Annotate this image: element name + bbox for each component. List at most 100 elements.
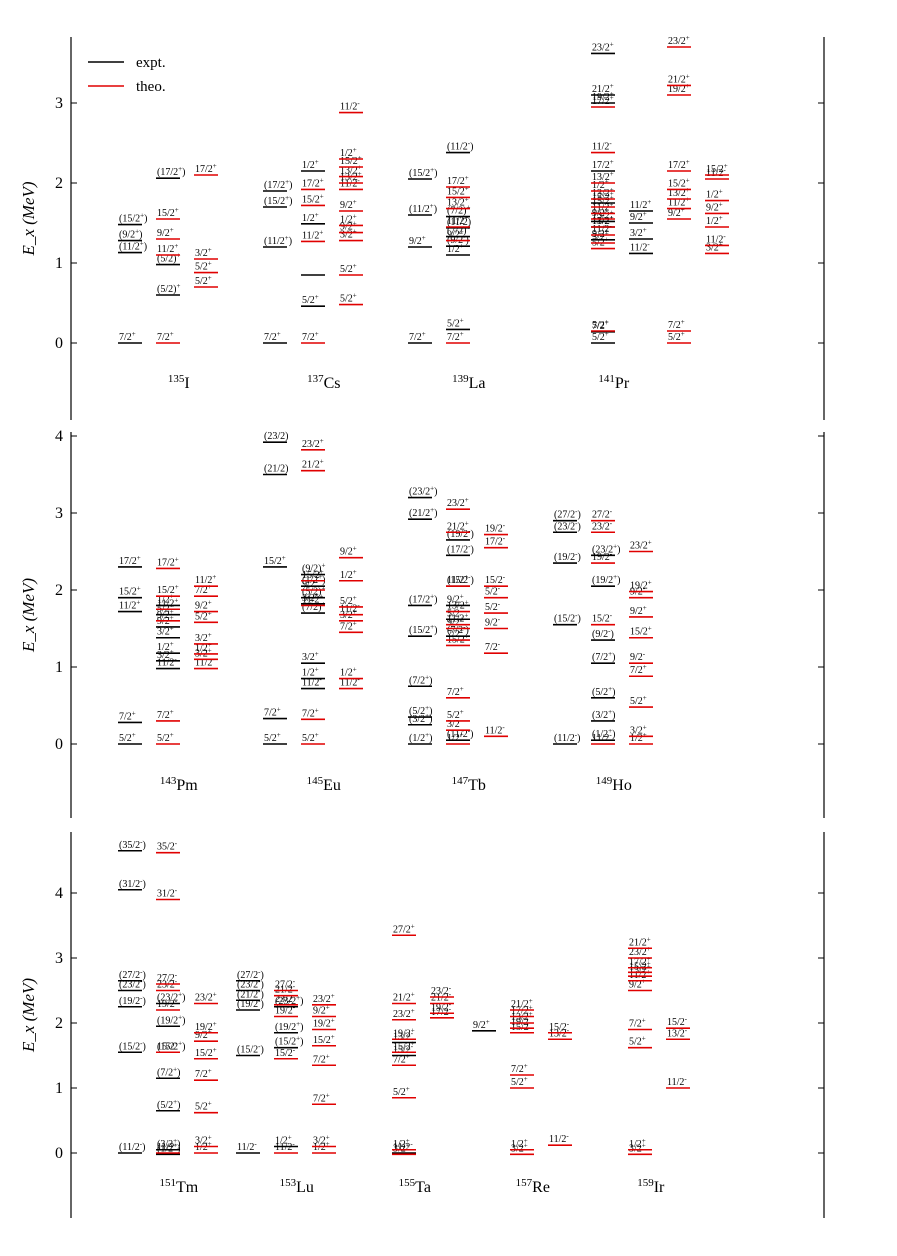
level-spin-label: 17/2+ — [195, 162, 217, 175]
level-spin-label: 1/2+ — [195, 641, 212, 654]
level-spin-label: 5/2+ — [630, 694, 647, 707]
level-spin-label: 15/2+ — [393, 1039, 415, 1052]
level-spin-label: 7/2- — [485, 640, 501, 653]
level-spin-label: 9/2+ — [473, 1018, 490, 1031]
level-spin-label: 1/2+ — [393, 1137, 410, 1150]
level-spin-label: 21/2- — [431, 991, 452, 1004]
level-spin-label: 11/2+ — [302, 228, 323, 241]
level-spin-label: 7/2+ — [157, 330, 174, 343]
nucleus-label: 143Pm — [160, 775, 198, 794]
level-spin-label: (27/2-) — [119, 968, 146, 981]
level-spin-label: 1/2+ — [340, 568, 357, 581]
level-spin-label: 19/2- — [485, 522, 506, 535]
level-spin-label: 5/2- — [485, 585, 501, 598]
level-spin-label: 21/2+ — [629, 935, 651, 948]
level-spin-label: 11/2+ — [447, 612, 468, 625]
level-spin-label: 9/2+ — [706, 200, 723, 213]
level-spin-label: 5/2+ — [447, 708, 464, 721]
nucleus-label: 135I — [168, 373, 190, 392]
level-spin-label: 11/2+ — [592, 200, 613, 213]
level-spin-label: 7/2+ — [119, 330, 136, 343]
level-spin-label: 7/2+ — [119, 709, 136, 722]
level-spin-label: 5/2+ — [264, 731, 281, 744]
level-spin-label: 7/2+ — [409, 330, 426, 343]
level-spin-label: 19/2+ — [630, 579, 652, 592]
y-tick-label: 1 — [55, 1080, 63, 1097]
level-spin-label: 13/2+ — [447, 599, 469, 612]
level-spin-label: 7/2+ — [157, 708, 174, 721]
level-spin-label: 23/2+ — [302, 437, 324, 450]
level-spin-label: 11/2- — [592, 222, 612, 235]
level-spin-label: 21/2+ — [302, 458, 324, 471]
level-spin-label: (11/2-) — [119, 1140, 145, 1153]
level-spin-label: 5/2+ — [511, 1075, 528, 1088]
level-spin-label: (1/2+) — [592, 727, 615, 740]
nucleus-label: 159Ir — [637, 1177, 665, 1196]
level-spin-label: 23/2- — [157, 978, 178, 991]
level-spin-label: 11/2+ — [302, 592, 323, 605]
nucleus-label: 151Tm — [159, 1177, 198, 1196]
level-spin-label: (5/2)+ — [157, 282, 180, 295]
level-spin-label: 11/2- — [275, 1140, 295, 1153]
level-spin-label: 5/2- — [485, 600, 501, 613]
level-spin-label: (15/2+) — [157, 1039, 185, 1052]
level-spin-label: (19/2+) — [157, 1013, 185, 1026]
level-spin-label: (1/2+) — [409, 731, 432, 744]
level-spin-label: 15/2- — [549, 1020, 570, 1033]
level-spin-label: 15/2- — [393, 1043, 414, 1056]
level-spin-label: (23/2+) — [592, 542, 620, 555]
level-spin-label: (11/2) — [447, 217, 471, 228]
level-spin-label: (27/2-) — [237, 968, 264, 981]
level-spin-label: 9/2+ — [409, 234, 426, 247]
level-spin-label: (19/2-) — [119, 994, 146, 1007]
level-spin-label: 11/2+ — [119, 599, 140, 612]
level-spin-label: 11/2+ — [157, 596, 178, 609]
level-spin-label: 1/2+ — [447, 731, 464, 744]
level-spin-label: (17/2+) — [409, 592, 437, 605]
level-spin-label: 15/2+ — [157, 206, 179, 219]
level-spin-label: 13/2- — [667, 1026, 688, 1039]
level-spin-label: 5/2+ — [447, 316, 464, 329]
nucleus-141Pr: 5/2+7/2+9/2+11/2+13/2+15/2+17/2+19/2+21/… — [591, 34, 729, 392]
y-axis-title: E_x (MeV) — [19, 578, 38, 653]
level-spin-label: 13/2+ — [592, 208, 614, 221]
level-spin-label: 1/2+ — [630, 731, 647, 744]
level-spin-label: 11/2- — [592, 140, 612, 153]
level-spin-label: 1/2+ — [302, 211, 319, 224]
level-spin-label: 19/2- — [592, 550, 613, 563]
level-spin-label: (15/2-) — [237, 1043, 264, 1056]
level-spin-label: 7/2+ — [668, 318, 685, 331]
level-spin-label: 5/2 — [447, 608, 460, 619]
y-tick-label: 2 — [55, 175, 63, 192]
y-tick-label: 4 — [55, 428, 63, 445]
level-spin-label: 7/2+ — [195, 1067, 212, 1080]
level-spin-label: (19/2-) — [447, 527, 474, 540]
level-spin-label: 3/2+ — [157, 625, 174, 638]
level-spin-label: 3/2+ — [630, 226, 647, 239]
level-spin-label: (5/2)+ — [302, 585, 325, 598]
y-tick-label: 0 — [55, 736, 63, 753]
nucleus-145Eu: 5/2+7/2+15/2+(21/2)(23/2)11/2-1/2+3/2+(7… — [263, 431, 363, 794]
level-spin-label: 5/2+ — [592, 318, 609, 331]
level-spin-label: 13/2+ — [592, 214, 614, 227]
level-spin-label: (5/2+) — [157, 1098, 180, 1111]
level-spin-label: 1/2+ — [706, 188, 723, 201]
level-spin-label: 5/2+ — [668, 330, 685, 343]
level-spin-label: 11/2- — [157, 656, 177, 669]
level-spin-label: 7/2+ — [313, 1052, 330, 1065]
level-spin-label: 1/2+ — [340, 146, 357, 159]
level-spin-label: 9/2+ — [630, 210, 647, 223]
nucleus-159Ir: 3/2+1/2+5/2+7/2+9/2+11/2+13/2+15/2+17/2+… — [628, 935, 690, 1196]
level-spin-label: 27/2+ — [393, 922, 415, 935]
level-spin-label: (15/2-) — [447, 573, 474, 586]
level-spin-label: (15/2+) — [409, 623, 437, 636]
level-spin-label: (19/2+) — [275, 1020, 303, 1033]
level-spin-label: (15/2+) — [275, 1035, 303, 1048]
nucleus-label: 153Lu — [280, 1177, 314, 1196]
level-spin-label: 9/2+ — [157, 226, 174, 239]
level-spin-label: 9/2+ — [313, 1004, 330, 1017]
level-spin-label: 1/2+ — [313, 1140, 330, 1153]
level-spin-label: 17/2+ — [511, 1004, 533, 1017]
level-spin-label: 17/2+ — [668, 158, 690, 171]
